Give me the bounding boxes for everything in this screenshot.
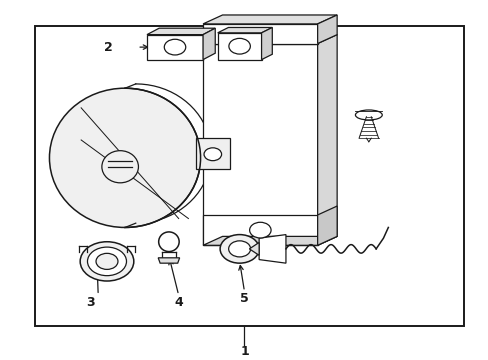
Text: 5: 5 xyxy=(240,292,248,305)
Ellipse shape xyxy=(49,88,200,228)
Polygon shape xyxy=(317,35,336,245)
Text: 4: 4 xyxy=(174,296,183,309)
Ellipse shape xyxy=(355,110,382,120)
Polygon shape xyxy=(203,28,215,60)
Polygon shape xyxy=(261,27,272,60)
Polygon shape xyxy=(317,206,336,245)
Polygon shape xyxy=(203,24,317,44)
Ellipse shape xyxy=(80,242,134,281)
Polygon shape xyxy=(158,258,179,263)
Polygon shape xyxy=(203,35,336,44)
Polygon shape xyxy=(217,27,272,33)
Polygon shape xyxy=(195,138,229,168)
Bar xyxy=(35,26,463,326)
Polygon shape xyxy=(259,235,285,263)
Ellipse shape xyxy=(158,232,179,252)
Text: 3: 3 xyxy=(86,296,95,309)
Polygon shape xyxy=(203,15,336,24)
Ellipse shape xyxy=(228,241,250,257)
Ellipse shape xyxy=(96,253,118,269)
Circle shape xyxy=(228,39,250,54)
Ellipse shape xyxy=(220,235,259,263)
Polygon shape xyxy=(203,237,336,245)
Polygon shape xyxy=(147,28,215,35)
Ellipse shape xyxy=(87,247,126,276)
Text: 1: 1 xyxy=(240,345,248,358)
Circle shape xyxy=(249,222,270,238)
Circle shape xyxy=(203,148,221,161)
Polygon shape xyxy=(317,15,336,44)
Polygon shape xyxy=(147,35,203,60)
Ellipse shape xyxy=(102,151,138,183)
Polygon shape xyxy=(217,33,261,60)
Text: 2: 2 xyxy=(103,41,112,54)
Polygon shape xyxy=(249,242,259,255)
Polygon shape xyxy=(203,44,317,245)
Polygon shape xyxy=(203,215,317,245)
Circle shape xyxy=(164,39,185,55)
